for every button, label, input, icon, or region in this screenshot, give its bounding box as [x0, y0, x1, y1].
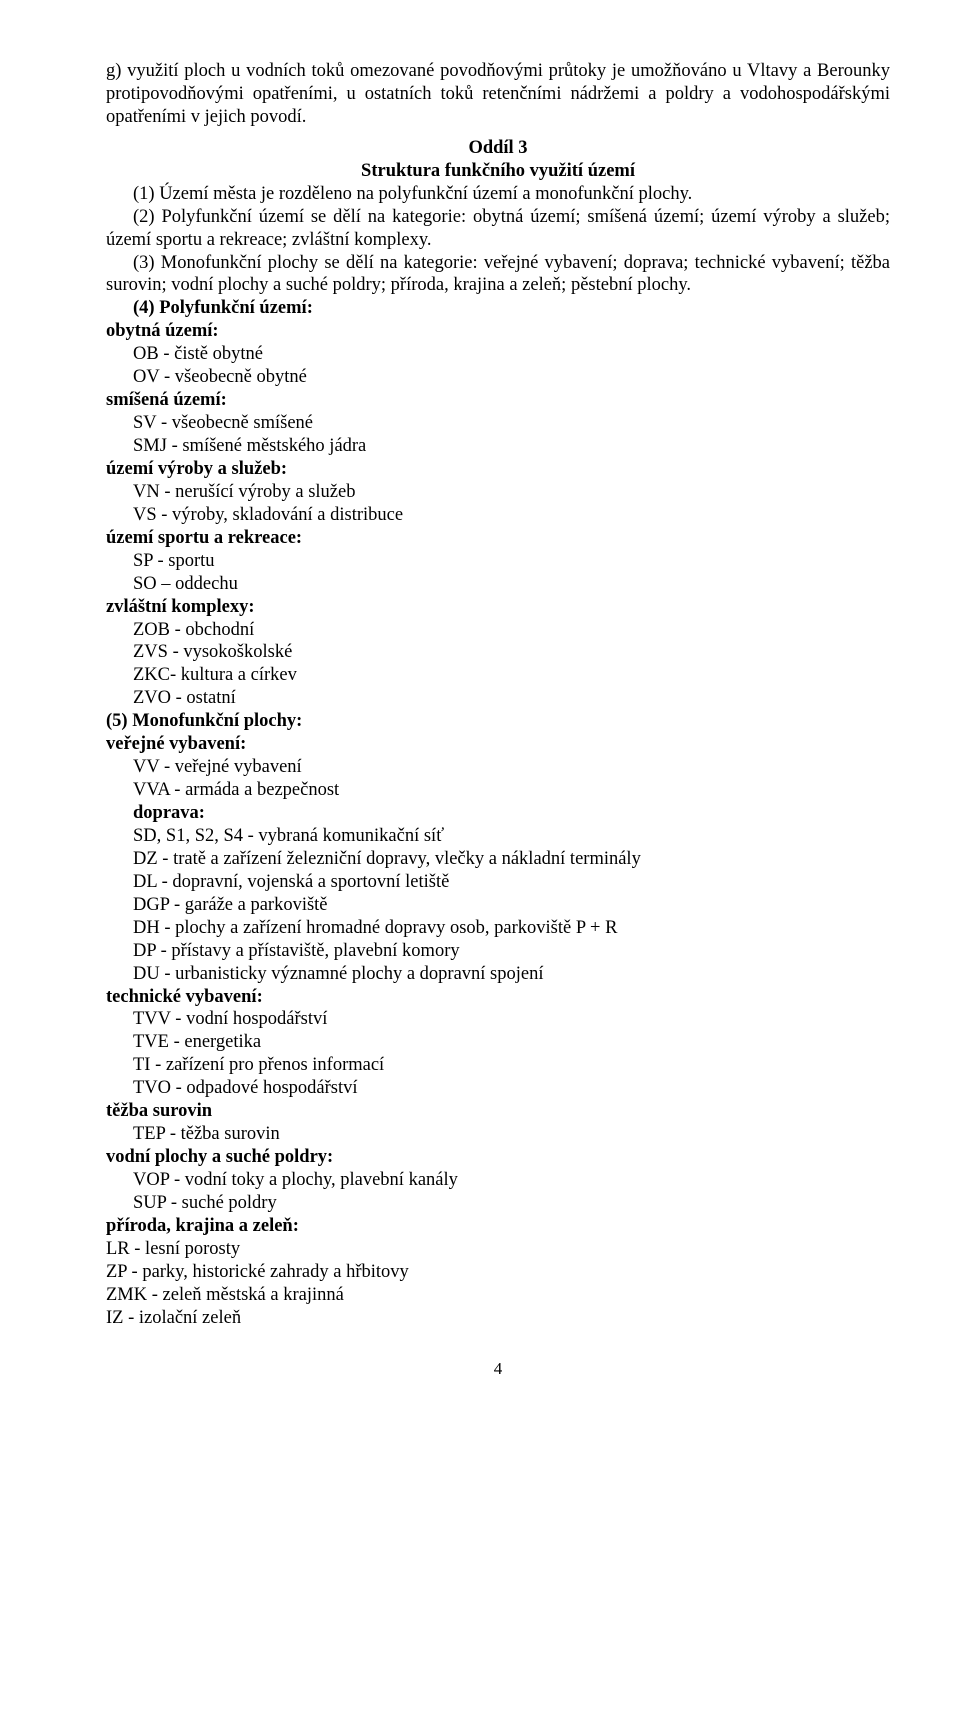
list-item: IZ - izolační zeleň: [106, 1307, 890, 1330]
paragraph-5-head: (5) Monofunkční plochy:: [106, 710, 890, 733]
list-item: TI - zařízení pro přenos informací: [106, 1054, 890, 1077]
list-item: VOP - vodní toky a plochy, plavební kaná…: [106, 1169, 890, 1192]
list-item: LR - lesní porosty: [106, 1238, 890, 1261]
list-item: DH - plochy a zařízení hromadné dopravy …: [106, 917, 890, 940]
sportu-head: území sportu a rekreace:: [106, 527, 890, 550]
paragraph-2: (2) Polyfunkční území se dělí na kategor…: [106, 206, 890, 252]
oddil-label: Oddíl 3: [106, 137, 890, 160]
list-item: SMJ - smíšené městského jádra: [106, 435, 890, 458]
list-item: VV - veřejné vybavení: [106, 756, 890, 779]
obytna-head: obytná území:: [106, 320, 890, 343]
list-item: VN - nerušící výroby a služeb: [106, 481, 890, 504]
list-item: SD, S1, S2, S4 - vybraná komunikační síť: [106, 825, 890, 848]
list-item: ZVS - vysokoškolské: [106, 641, 890, 664]
list-item: TEP - těžba surovin: [106, 1123, 890, 1146]
page-number: 4: [106, 1358, 890, 1379]
list-item: ZP - parky, historické zahrady a hřbitov…: [106, 1261, 890, 1284]
priroda-head: příroda, krajina a zeleň:: [106, 1215, 890, 1238]
list-item: DP - přístavy a přístaviště, plavební ko…: [106, 940, 890, 963]
tech-head: technické vybavení:: [106, 986, 890, 1009]
list-item: SV - všeobecně smíšené: [106, 412, 890, 435]
doprava-head: doprava:: [106, 802, 890, 825]
vodni-head: vodní plochy a suché poldry:: [106, 1146, 890, 1169]
list-item: DL - dopravní, vojenská a sportovní leti…: [106, 871, 890, 894]
list-item: ZOB - obchodní: [106, 619, 890, 642]
list-item: OV - všeobecně obytné: [106, 366, 890, 389]
list-item: ZVO - ostatní: [106, 687, 890, 710]
verejne-head: veřejné vybavení:: [106, 733, 890, 756]
list-item: ZKC- kultura a církev: [106, 664, 890, 687]
paragraph-g: g) využití ploch u vodních toků omezovan…: [106, 60, 890, 129]
list-item: DGP - garáže a parkoviště: [106, 894, 890, 917]
list-item: OB - čistě obytné: [106, 343, 890, 366]
list-item: DZ - tratě a zařízení železniční dopravy…: [106, 848, 890, 871]
vyroby-head: území výroby a služeb:: [106, 458, 890, 481]
paragraph-1: (1) Území města je rozděleno na polyfunk…: [106, 183, 890, 206]
list-item: SO – oddechu: [106, 573, 890, 596]
list-item: ZMK - zeleň městská a krajinná: [106, 1284, 890, 1307]
tezba-head: těžba surovin: [106, 1100, 890, 1123]
zvlastni-head: zvláštní komplexy:: [106, 596, 890, 619]
smisena-head: smíšená území:: [106, 389, 890, 412]
list-item: VVA - armáda a bezpečnost: [106, 779, 890, 802]
list-item: SP - sportu: [106, 550, 890, 573]
list-item: DU - urbanisticky významné plochy a dopr…: [106, 963, 890, 986]
list-item: TVO - odpadové hospodářství: [106, 1077, 890, 1100]
paragraph-3: (3) Monofunkční plochy se dělí na katego…: [106, 252, 890, 298]
oddil-title: Struktura funkčního využití území: [106, 160, 890, 183]
paragraph-4-head: (4) Polyfunkční území:: [106, 297, 890, 320]
list-item: SUP - suché poldry: [106, 1192, 890, 1215]
list-item: VS - výroby, skladování a distribuce: [106, 504, 890, 527]
list-item: TVE - energetika: [106, 1031, 890, 1054]
list-item: TVV - vodní hospodářství: [106, 1008, 890, 1031]
